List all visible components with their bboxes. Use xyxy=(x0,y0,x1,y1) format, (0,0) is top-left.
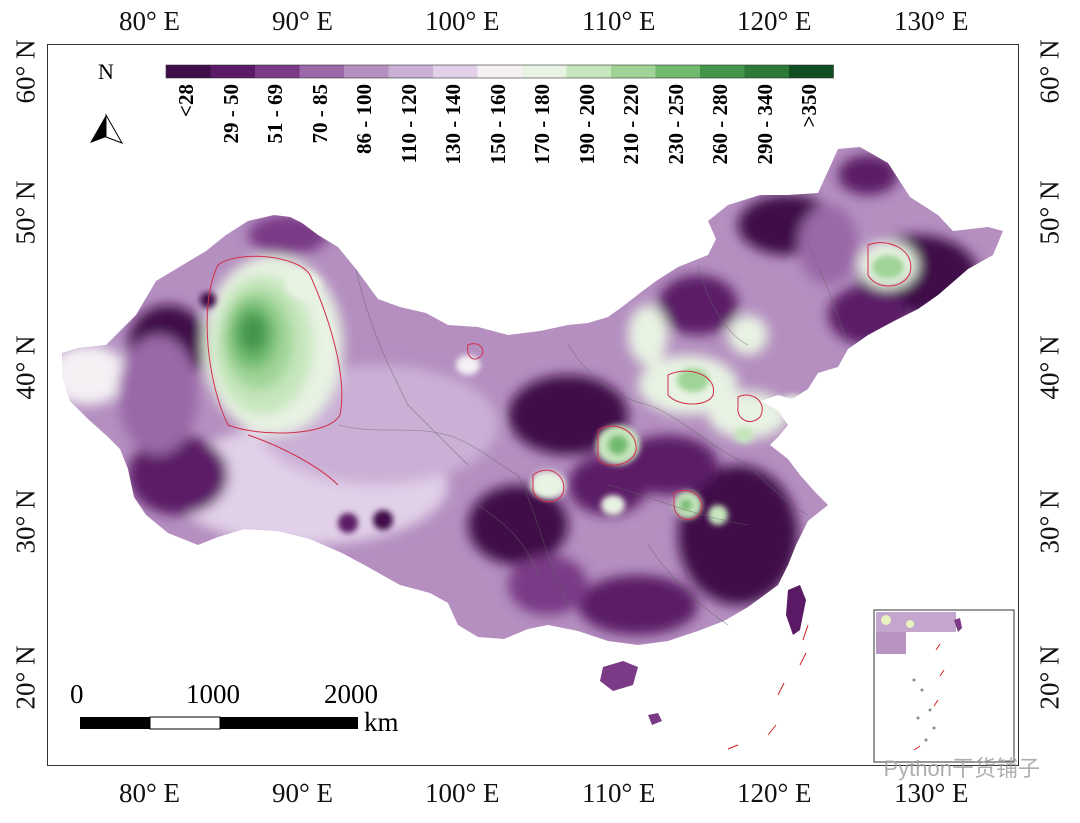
legend-label-8: 170 - 180 xyxy=(530,84,554,165)
legend-label-1: 29 - 50 xyxy=(218,84,243,144)
lat-right-tick-2: 40° N xyxy=(1034,335,1065,400)
lat-left-tick-4: 20° N xyxy=(10,645,41,710)
legend-swatch-7 xyxy=(477,65,522,78)
lat-right-tick-1: 50° N xyxy=(1034,180,1065,245)
legend-swatch-11 xyxy=(655,65,700,78)
legend-colorbar xyxy=(165,64,834,79)
lat-left-tick-3: 30° N xyxy=(10,489,41,554)
legend-swatch-10 xyxy=(611,65,656,78)
map-frame: <28 29 - 50 51 - 69 70 - 85 86 - 100 110 - 12… xyxy=(47,44,1019,766)
precipitation-field xyxy=(62,155,978,635)
lat-left-tick-2: 40° N xyxy=(10,335,41,400)
lat-right-tick-4: 20° N xyxy=(1034,645,1065,710)
legend-label-9: 190 - 200 xyxy=(574,84,599,165)
lon-bottom-tick-3: 110° E xyxy=(582,778,656,808)
legend-swatch-5 xyxy=(388,65,433,78)
legend-label-11: 230 - 250 xyxy=(663,84,688,165)
legend-label-13: 290 - 340 xyxy=(752,84,777,165)
province-boundaries xyxy=(337,244,849,626)
watermark-text: Python干货铺子 xyxy=(883,756,1041,781)
lon-top-tick-1: 90° E xyxy=(272,6,334,36)
legend-label-2: 51 - 69 xyxy=(263,84,287,144)
lat-left-tick-1: 50° N xyxy=(10,180,41,245)
contour-lines xyxy=(206,242,912,520)
legend-label-14: >350 xyxy=(797,84,821,128)
legend-swatch-9 xyxy=(566,65,611,78)
legend-label-4: 86 - 100 xyxy=(352,84,376,154)
scale-label-1000: 1000 xyxy=(186,679,240,709)
legend-label-0: <28 xyxy=(174,84,198,117)
lon-bottom-tick-1: 90° E xyxy=(272,778,334,808)
taiwan-island xyxy=(786,585,806,635)
lon-bottom-tick-5: 130° E xyxy=(894,778,969,808)
lon-top-tick-4: 120° E xyxy=(737,6,812,36)
legend-label-7: 150 - 160 xyxy=(485,84,510,165)
scale-unit: km xyxy=(364,707,399,737)
lat-left-tick-0: 60° N xyxy=(10,39,41,104)
lat-right-tick-0: 60° N xyxy=(1034,39,1065,104)
hainan-island xyxy=(600,661,638,691)
legend-swatch-13 xyxy=(744,65,789,78)
inset-map xyxy=(873,609,1015,763)
legend-swatch-2 xyxy=(255,65,300,78)
boundary-dashes xyxy=(727,624,809,750)
lon-top-tick-3: 110° E xyxy=(582,6,656,36)
lon-bottom-tick-4: 120° E xyxy=(737,778,812,808)
legend-swatch-3 xyxy=(299,65,344,78)
legend-label-10: 210 - 220 xyxy=(619,84,643,165)
legend-swatch-12 xyxy=(700,65,745,78)
legend-border xyxy=(165,64,834,79)
scale-label-2000: 2000 xyxy=(324,679,378,709)
lat-right-tick-3: 30° N xyxy=(1034,489,1065,554)
legend-label-5: 110 - 120 xyxy=(396,84,421,164)
lon-bottom-tick-2: 100° E xyxy=(425,778,500,808)
north-arrow xyxy=(90,113,124,144)
legend-swatch-0 xyxy=(166,65,211,78)
legend-label-6: 130 - 140 xyxy=(441,84,465,165)
legend-swatch-6 xyxy=(433,65,478,78)
map-canvas xyxy=(62,64,1015,763)
china-map xyxy=(62,147,1003,750)
scale-label-0: 0 xyxy=(70,679,84,709)
lon-top-tick-5: 130° E xyxy=(894,6,969,36)
pescadores-islands xyxy=(648,713,662,725)
lon-top-tick-0: 80° E xyxy=(119,6,181,36)
legend-swatch-14 xyxy=(789,65,834,78)
lon-top-tick-2: 100° E xyxy=(425,6,500,36)
legend-swatch-8 xyxy=(522,65,567,78)
legend-label-12: 260 - 280 xyxy=(708,84,732,165)
lon-bottom-tick-0: 80° E xyxy=(119,778,181,808)
legend-swatch-4 xyxy=(344,65,389,78)
legend-label-3: 70 - 85 xyxy=(307,84,332,144)
legend-swatch-1 xyxy=(210,65,255,78)
north-arrow-label: N xyxy=(98,59,114,84)
scale-bar-graphic xyxy=(80,716,358,730)
